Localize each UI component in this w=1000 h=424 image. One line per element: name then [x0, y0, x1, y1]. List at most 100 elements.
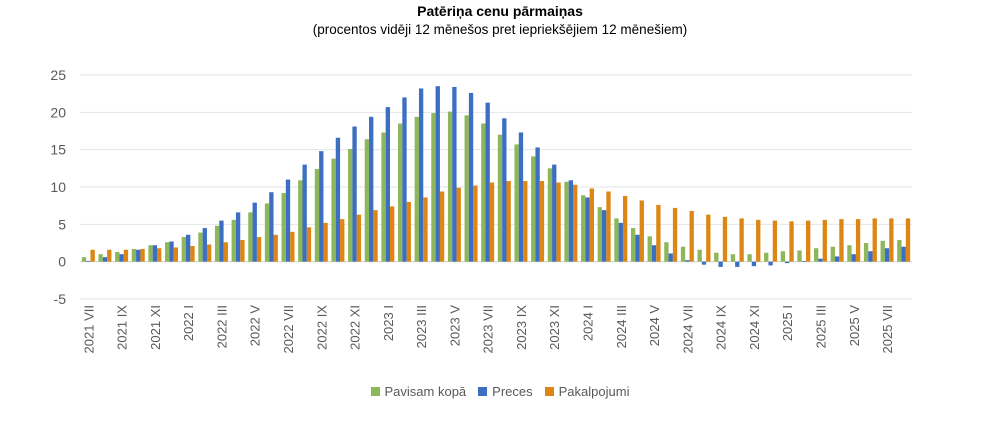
bar-total: [447, 111, 453, 262]
bar-total: [131, 248, 137, 262]
legend-swatch: [478, 387, 488, 397]
y-tick-label: 15: [50, 142, 66, 158]
bar-total: [497, 134, 503, 262]
bar-total: [630, 228, 636, 262]
legend-label: Preces: [492, 384, 533, 399]
bar-services: [323, 222, 328, 262]
bar-services: [672, 207, 678, 262]
bar-goods: [86, 260, 91, 262]
bar-services: [523, 181, 528, 262]
bar-goods: [202, 228, 207, 262]
bar-services: [772, 220, 778, 262]
bar-goods: [285, 179, 291, 262]
bar-goods: [801, 260, 807, 262]
bar-total: [115, 251, 120, 262]
bar-total: [431, 113, 436, 262]
bar-total: [331, 158, 336, 262]
y-tick-label: 25: [50, 67, 66, 83]
bar-goods: [252, 202, 257, 262]
bar-goods: [901, 246, 906, 262]
bar-total: [181, 237, 186, 262]
y-axis-ticks: -5 0 5 10 15 20 25: [50, 67, 66, 307]
x-tick-label: 2025 I: [780, 305, 795, 341]
x-tick-label: 2023 V: [447, 305, 462, 347]
x-tick-label: 2023 III: [414, 305, 429, 348]
bar-total: [764, 252, 769, 262]
legend: Pavisam kopā Preces Pakalpojumi: [0, 384, 1000, 399]
bar-goods: [751, 261, 757, 267]
x-tick-label: 2022 XI: [348, 305, 363, 350]
bar-goods: [452, 86, 457, 262]
bar-total: [214, 225, 220, 262]
x-tick-label: 2021 IX: [115, 305, 130, 350]
bar-total: [531, 156, 536, 262]
bar-goods: [834, 256, 840, 262]
bar-services: [756, 219, 761, 262]
bar-goods: [468, 92, 474, 262]
bar-services: [356, 214, 362, 262]
bar-services: [706, 214, 711, 262]
bar-total: [797, 250, 802, 262]
bar-total: [81, 257, 87, 262]
bar-total: [581, 195, 586, 262]
bar-services: [872, 218, 877, 262]
bar-total: [248, 212, 253, 262]
bar-goods: [535, 147, 540, 262]
bar-services: [689, 210, 694, 262]
bar-total: [281, 192, 286, 262]
legend-label: Pakalpojumi: [558, 384, 630, 399]
bar-services: [290, 231, 295, 262]
x-tick-label: 2021 XI: [148, 305, 163, 350]
bar-total: [830, 246, 835, 262]
x-tick-label: 2022 V: [248, 305, 263, 347]
x-axis-ticks: 2021 VII 2021 IX 2021 XI 2022 I 2022 III 2022…: [81, 305, 895, 354]
bar-services: [373, 210, 378, 262]
y-tick-label: 0: [58, 254, 66, 270]
bar-goods: [352, 126, 357, 262]
bar-services: [806, 220, 811, 262]
bar-total: [298, 180, 303, 262]
bar-goods: [435, 86, 440, 262]
bar-total: [614, 218, 619, 262]
bar-services: [406, 201, 411, 262]
bar-total: [381, 132, 386, 262]
bar-total: [664, 242, 669, 262]
bar-goods: [518, 132, 524, 262]
bar-goods: [818, 258, 823, 262]
bar-goods: [718, 261, 723, 267]
bar-goods: [868, 251, 873, 262]
bar-total: [231, 219, 236, 262]
y-tick-label: 5: [58, 216, 66, 232]
x-tick-label: 2025 III: [813, 305, 828, 348]
bar-total: [348, 148, 353, 262]
bar-goods: [568, 180, 574, 262]
x-tick-label: 2022 I: [181, 305, 196, 341]
bar-goods: [502, 118, 507, 262]
bar-total: [98, 254, 103, 262]
bar-services: [656, 204, 661, 262]
bar-goods: [635, 234, 640, 262]
bar-total: [697, 249, 702, 262]
bar-total: [863, 243, 869, 262]
bar-services: [107, 249, 112, 262]
bar-total: [714, 252, 719, 262]
bar-goods: [335, 137, 341, 262]
bar-goods: [402, 97, 407, 262]
bar-services: [123, 249, 129, 262]
bar-goods: [701, 261, 707, 265]
bar-goods: [219, 220, 224, 262]
bar-services: [722, 216, 728, 262]
bar-services: [489, 182, 495, 262]
bar-total: [813, 248, 819, 262]
x-tick-label: 2024 VII: [680, 305, 695, 353]
bars: [81, 86, 911, 267]
x-tick-label: 2024 III: [614, 305, 629, 348]
y-tick-label: 10: [50, 179, 66, 195]
legend-item-goods: Preces: [478, 384, 533, 399]
bar-goods: [302, 164, 307, 262]
bar-goods: [851, 254, 856, 262]
bar-goods: [418, 88, 424, 262]
bar-goods: [585, 197, 590, 262]
bar-services: [90, 249, 95, 262]
bar-total: [464, 115, 469, 262]
